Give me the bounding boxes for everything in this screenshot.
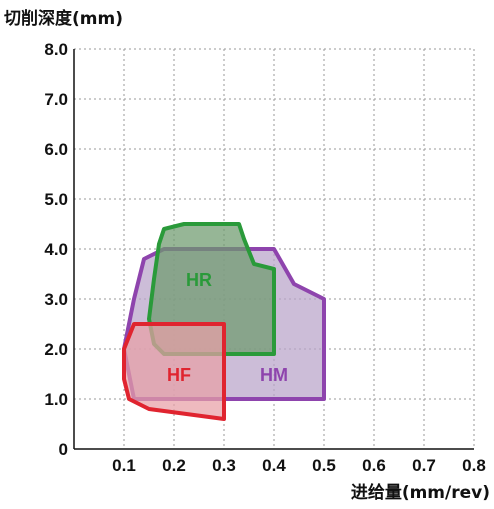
x-tick-label: 0.2 xyxy=(162,456,186,475)
axes xyxy=(73,49,474,450)
tick-labels: 0.1 0.2 0.3 0.4 0.5 0.6 0.7 0.8 0 1.0 2.0 3.0 4.0 5.0… xyxy=(44,40,485,475)
x-tick-label: 0.6 xyxy=(362,456,386,475)
y-tick-label: 3.0 xyxy=(44,290,68,309)
x-tick-label: 0.1 xyxy=(112,456,136,475)
x-tick-label: 0.3 xyxy=(212,456,236,475)
areas xyxy=(122,222,326,421)
y-tick-label: 4.0 xyxy=(44,240,68,259)
x-axis-title: 进给量(mm/rev) xyxy=(351,482,490,503)
y-tick-label: 0 xyxy=(59,440,68,459)
x-tick-label: 0.4 xyxy=(262,456,286,475)
region-label-hr: HR xyxy=(186,270,212,290)
region-label-hm: HM xyxy=(260,365,288,385)
x-tick-label: 0.5 xyxy=(312,456,336,475)
area-hf xyxy=(122,322,226,421)
y-tick-label: 2.0 xyxy=(44,340,68,359)
y-tick-label: 1.0 xyxy=(44,390,68,409)
y-tick-label: 5.0 xyxy=(44,190,68,209)
region-label-hf: HF xyxy=(167,365,191,385)
y-tick-label: 6.0 xyxy=(44,140,68,159)
y-tick-label: 7.0 xyxy=(44,90,68,109)
region-labels: HR HF HM xyxy=(167,270,288,385)
y-axis-title: 切削深度(mm) xyxy=(4,8,123,29)
y-tick-label: 8.0 xyxy=(44,40,68,59)
x-tick-label: 0.8 xyxy=(462,456,486,475)
area-hr xyxy=(147,222,276,356)
x-tick-label: 0.7 xyxy=(412,456,436,475)
